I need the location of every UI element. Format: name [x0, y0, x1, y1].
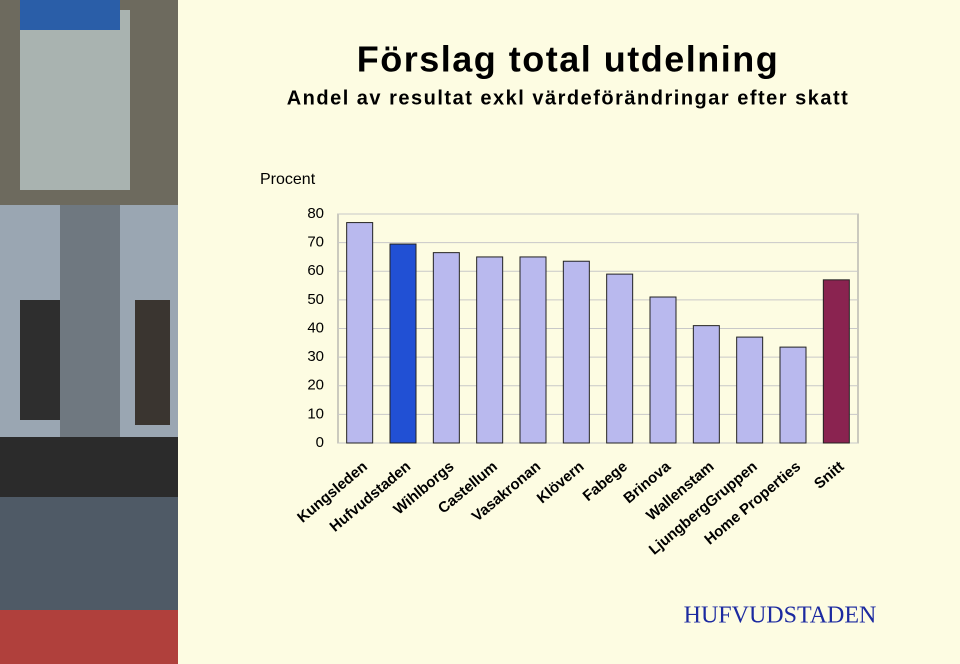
- photo-strip: [0, 0, 178, 664]
- y-tick-label: 30: [307, 348, 324, 365]
- photo-window: [20, 10, 130, 190]
- bar: [736, 336, 764, 444]
- y-tick-label: 40: [307, 319, 324, 336]
- photo-person: [20, 300, 60, 420]
- photo-pillar: [60, 205, 120, 437]
- y-tick-label: 20: [307, 377, 324, 394]
- y-tick-label: 60: [307, 262, 324, 279]
- y-tick-label: 80: [307, 205, 324, 222]
- bar: [519, 256, 547, 444]
- y-tick-label: 10: [307, 405, 324, 422]
- bar: [389, 243, 417, 444]
- photo-person: [135, 300, 170, 425]
- chart-subtitle: Andel av resultat exkl värdeförändringar…: [287, 87, 850, 109]
- bar: [606, 273, 634, 444]
- bar: [649, 296, 677, 444]
- bar: [476, 256, 504, 444]
- y-tick-label: 70: [307, 234, 324, 251]
- photo-carpet: [0, 610, 178, 664]
- bar: [779, 346, 807, 444]
- logo: HUFVUDSTADEN: [684, 603, 877, 629]
- bar: [432, 252, 460, 444]
- photo-canopy: [0, 437, 178, 497]
- y-axis-label: Procent: [260, 171, 316, 188]
- bar: [346, 222, 374, 444]
- bar: [562, 260, 590, 444]
- photo-awning: [20, 0, 120, 30]
- bar: [822, 279, 850, 444]
- chart-title: Förslag total utdelning: [357, 39, 779, 80]
- bar: [692, 325, 720, 444]
- y-tick-label: 0: [316, 434, 324, 451]
- y-tick-label: 50: [307, 291, 324, 308]
